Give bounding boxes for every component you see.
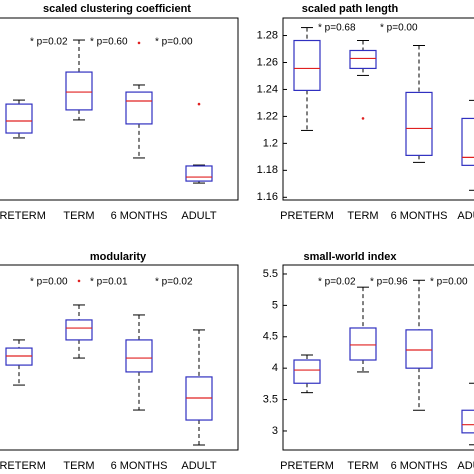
x-tick-label: TERM [63,210,94,222]
x-tick-label: ADULT [181,210,217,222]
panel-title: scaled path length [302,3,399,15]
plot-frame [282,17,474,201]
y-tick-label: 4 [272,362,278,374]
box [5,103,33,134]
annotation: * p=0.00 [430,277,468,288]
x-tick-label: ADULT [181,460,217,472]
box [461,409,474,434]
x-tick-label: TERM [63,460,94,472]
box [349,49,377,70]
annotation: * p=0.02 [30,37,68,48]
outlier [77,279,81,283]
x-tick-label: TERM [347,460,378,472]
box [293,359,321,384]
box [461,117,474,166]
box [405,329,433,369]
x-tick-label: ADULT [457,210,474,222]
annotation: * p=0.00 [380,23,418,34]
outlier [137,41,141,45]
outlier [197,102,201,106]
x-tick-label: TERM [347,210,378,222]
plot-frame [282,264,474,451]
y-tick-label: 3 [272,425,278,437]
y-tick-label: 1.2 [263,137,278,149]
box [125,91,153,125]
plot-frame [0,17,239,201]
y-tick-label: 5.5 [263,268,278,280]
y-tick-label: 1.28 [257,29,278,41]
annotation: * p=0.02 [318,277,356,288]
x-tick-label: 6 MONTHS [111,460,168,472]
outlier [361,117,365,120]
box [65,71,93,111]
x-tick-label: PRETERM [280,460,334,472]
y-tick-label: 1.16 [257,191,278,203]
y-tick-label: 5 [272,299,278,311]
y-tick-label: 1.22 [257,110,278,122]
x-tick-label: 6 MONTHS [111,210,168,222]
x-tick-label: 6 MONTHS [391,460,448,472]
plot-frame [0,264,239,451]
y-tick-label: 4.5 [263,331,278,343]
x-tick-label: ADULT [457,460,474,472]
y-tick-label: 1.18 [257,164,278,176]
x-tick-label: 6 MONTHS [391,210,448,222]
y-tick-label: 1.26 [257,56,278,68]
panel-title: small-world index [304,251,398,263]
y-tick-label: 3.5 [263,393,278,405]
annotation: * p=0.01 [90,277,128,288]
x-tick-label: PRETERM [280,210,334,222]
annotation: * p=0.60 [90,37,128,48]
annotation: * p=0.00 [155,37,193,48]
x-tick-label: PRETERM [0,210,46,222]
box [405,91,433,156]
box [349,327,377,361]
annotation: * p=0.02 [155,277,193,288]
box [293,39,321,91]
box [185,165,213,182]
annotation: * p=0.96 [370,277,408,288]
box [65,319,93,341]
annotation: * p=0.68 [318,23,356,34]
box [125,339,153,373]
panel-title: scaled clustering coefficient [43,3,191,15]
y-tick-label: 1.24 [257,83,278,95]
annotation: * p=0.00 [30,277,68,288]
panel-title: modularity [90,251,147,263]
x-tick-label: PRETERM [0,460,46,472]
